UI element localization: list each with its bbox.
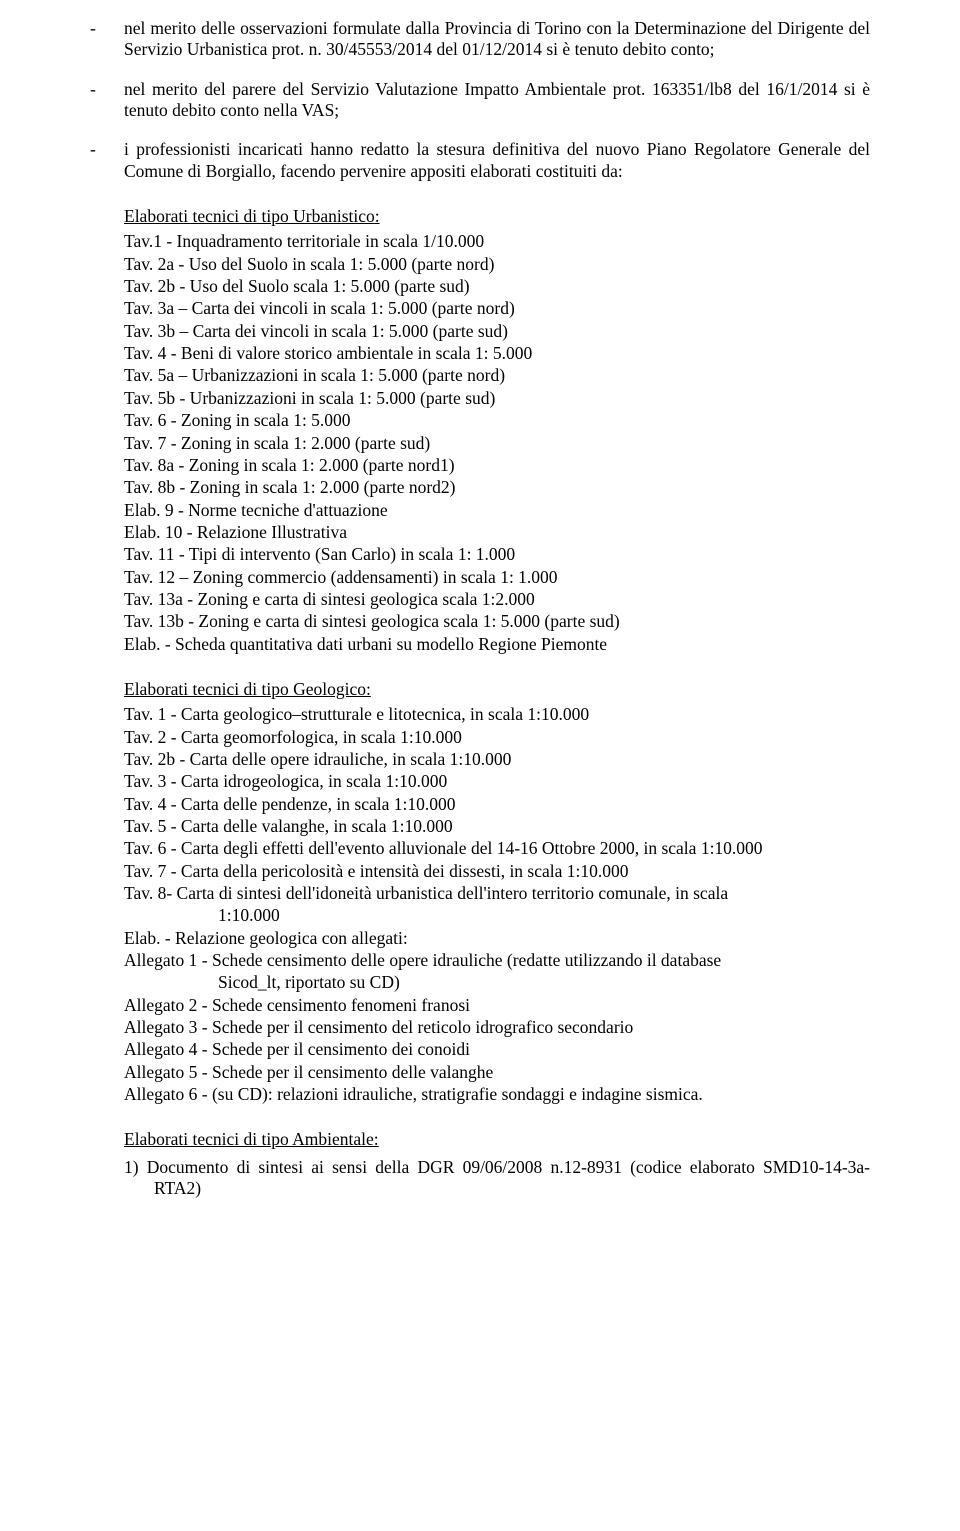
list-item: Tav. 12 – Zoning commercio (addensamenti… <box>124 567 870 588</box>
list-item: Tav. 1 - Carta geologico–strutturale e l… <box>124 704 870 725</box>
bullet-item-1: - nel merito delle osservazioni formulat… <box>90 18 870 61</box>
list-item: Tav. 11 - Tipi di intervento (San Carlo)… <box>124 544 870 565</box>
text: Elaborati tecnici di tipo Ambientale <box>124 1129 374 1149</box>
bullet-body: nel merito delle osservazioni formulate … <box>124 18 870 61</box>
list-item: Allegato 6 - (su CD): relazioni idraulic… <box>124 1084 870 1105</box>
list-item: Tav. 3a – Carta dei vincoli in scala 1: … <box>124 298 870 319</box>
list-item: Elab. - Relazione geologica con allegati… <box>124 928 870 949</box>
list-item: Tav. 2b - Uso del Suolo scala 1: 5.000 (… <box>124 276 870 297</box>
heading-ambientale: Elaborati tecnici di tipo Ambientale: <box>124 1129 870 1150</box>
heading-geologico: Elaborati tecnici di tipo Geologico: <box>124 679 870 700</box>
text: nel merito delle osservazioni formulate … <box>124 18 773 38</box>
list-item: Tav. 7 - Zoning in scala 1: 2.000 (parte… <box>124 433 870 454</box>
list-item-cont: 1:10.000 <box>218 905 870 926</box>
bullet-item-3: - i professionisti incaricati hanno reda… <box>90 139 870 182</box>
bullet-dash: - <box>90 139 124 160</box>
list-item: Tav. 13a - Zoning e carta di sintesi geo… <box>124 589 870 610</box>
list-item: Allegato 3 - Schede per il censimento de… <box>124 1017 870 1038</box>
list-item: Tav. 2b - Carta delle opere idrauliche, … <box>124 749 870 770</box>
list-item: Tav. 8- Carta di sintesi dell'idoneità u… <box>124 883 870 904</box>
list-item: Allegato 4 - Schede per il censimento de… <box>124 1039 870 1060</box>
list-item: Tav. 5b - Urbanizzazioni in scala 1: 5.0… <box>124 388 870 409</box>
list-item: Tav. 2 - Carta geomorfologica, in scala … <box>124 727 870 748</box>
numbered-item: 1) Documento di sintesi ai sensi della D… <box>154 1157 870 1200</box>
list-item: Tav. 3b – Carta dei vincoli in scala 1: … <box>124 321 870 342</box>
list-item-cont: Sicod_lt, riportato su CD) <box>218 972 870 993</box>
bullet-dash: - <box>90 18 124 39</box>
list-item: Tav. 4 - Beni di valore storico ambienta… <box>124 343 870 364</box>
text: i professionisti incaricati hanno redatt… <box>124 139 771 159</box>
list-item: Tav. 5 - Carta delle valanghe, in scala … <box>124 816 870 837</box>
bullet-body: i professionisti incaricati hanno redatt… <box>124 139 870 182</box>
list-item: Tav. 13b - Zoning e carta di sintesi geo… <box>124 611 870 632</box>
list-item: Tav. 8b - Zoning in scala 1: 2.000 (part… <box>124 477 870 498</box>
list-item: Elab. 9 - Norme tecniche d'attuazione <box>124 500 870 521</box>
text: Elaborati tecnici di tipo Geologico <box>124 679 366 699</box>
text: nel merito del parere del Servizio Valut… <box>124 79 760 99</box>
list-item: Tav. 7 - Carta della pericolosità e inte… <box>124 861 870 882</box>
list-item: Tav. 3 - Carta idrogeologica, in scala 1… <box>124 771 870 792</box>
bullet-dash: - <box>90 79 124 100</box>
list-item: Allegato 2 - Schede censimento fenomeni … <box>124 995 870 1016</box>
list-item: Tav. 8a - Zoning in scala 1: 2.000 (part… <box>124 455 870 476</box>
list-item: Tav.1 - Inquadramento territoriale in sc… <box>124 231 870 252</box>
bullet-item-2: - nel merito del parere del Servizio Val… <box>90 79 870 122</box>
list-item: Tav. 2a - Uso del Suolo in scala 1: 5.00… <box>124 254 870 275</box>
list-item: Tav. 4 - Carta delle pendenze, in scala … <box>124 794 870 815</box>
list-item: Tav. 6 - Zoning in scala 1: 5.000 <box>124 410 870 431</box>
heading-urbanistico: Elaborati tecnici di tipo Urbanistico: <box>124 206 870 227</box>
list-item: Tav. 5a – Urbanizzazioni in scala 1: 5.0… <box>124 365 870 386</box>
list-item: Elab. 10 - Relazione Illustrativa <box>124 522 870 543</box>
text: Elaborati tecnici di tipo Urbanistico <box>124 206 375 226</box>
list-item: Allegato 5 - Schede per il censimento de… <box>124 1062 870 1083</box>
list-item: Elab. - Scheda quantitativa dati urbani … <box>124 634 870 655</box>
list-item: Allegato 1 - Schede censimento delle ope… <box>124 950 870 971</box>
list-item: Tav. 6 - Carta degli effetti dell'evento… <box>124 838 870 859</box>
bullet-body: nel merito del parere del Servizio Valut… <box>124 79 870 122</box>
